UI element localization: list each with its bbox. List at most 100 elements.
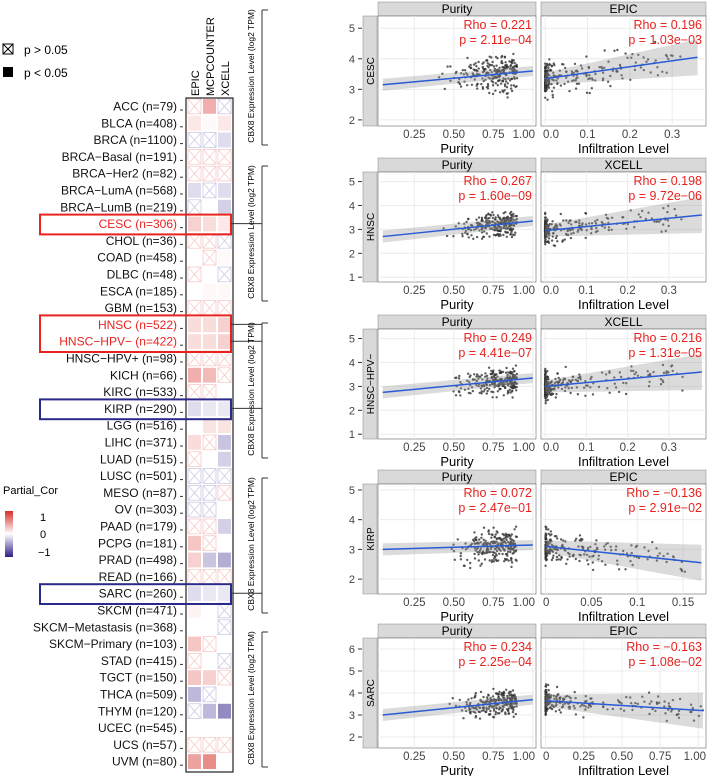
scatter-point — [551, 93, 554, 97]
scatter-point — [491, 695, 495, 698]
scatter-point — [584, 380, 587, 383]
scatter-point — [667, 224, 670, 228]
scatter-point — [475, 536, 478, 539]
scatter-point — [480, 223, 483, 226]
scatter-point — [469, 544, 472, 547]
scatter-point — [557, 386, 560, 389]
scatter-point — [510, 385, 513, 389]
scatter-point — [656, 66, 659, 69]
scatter-point — [465, 220, 468, 224]
scatter-point — [513, 61, 516, 65]
scatter-point — [613, 376, 616, 379]
scatter-point — [459, 72, 463, 75]
scatter-point — [496, 57, 499, 60]
scatter-point — [568, 89, 571, 93]
scatter-point — [637, 53, 640, 56]
scatter-point — [667, 57, 670, 61]
scatter-point — [506, 383, 509, 386]
scatter-point — [492, 526, 495, 529]
scatter-point — [496, 531, 499, 534]
scatter-point — [480, 384, 483, 387]
scatter-point — [504, 371, 508, 374]
scatter-point — [483, 216, 487, 219]
x-tick-label: 0.50 — [611, 751, 633, 763]
scatter-point — [475, 379, 479, 383]
heatmap-cell — [203, 283, 216, 299]
heatmap-cell — [188, 586, 201, 601]
scatter-point — [547, 64, 550, 67]
heatmap-cell — [218, 334, 231, 349]
panel-strip-label: Purity — [442, 624, 473, 638]
scatter-point — [464, 231, 467, 234]
heatmap-cell — [188, 283, 201, 299]
heatmap-cell — [218, 183, 231, 198]
sig-legend-icon — [3, 67, 13, 77]
scale-tick: 1 — [40, 512, 46, 524]
color-bar — [5, 511, 13, 557]
scatter-point — [445, 234, 449, 238]
heatmap-cell-ns — [187, 703, 202, 719]
scatter-point — [450, 547, 453, 551]
scatter-point — [547, 237, 551, 240]
heatmap-cell-ns — [217, 300, 232, 316]
x-tick-label: 0.25 — [403, 597, 425, 609]
scatter-point — [494, 82, 498, 85]
scatter-point — [512, 84, 516, 87]
scatter-point — [610, 228, 613, 231]
heatmap-cell-ns — [217, 367, 232, 383]
scatter-point — [485, 386, 489, 390]
scatter-point — [572, 231, 575, 235]
regression-line — [382, 70, 533, 86]
heatmap-cell — [218, 216, 231, 232]
heatmap-cell — [188, 535, 201, 551]
scatter-point — [470, 697, 473, 700]
scatter-point — [651, 540, 654, 544]
scatter-point — [508, 534, 511, 537]
scatter-point — [603, 226, 606, 229]
scatter-point — [498, 91, 502, 94]
y-axis-title: CBX8 Expression Level (log2 TPM) — [246, 477, 256, 611]
scatter-point — [548, 234, 551, 237]
row-strip-label: HNSC — [366, 213, 377, 241]
scatter-point — [473, 373, 476, 376]
scatter-point — [544, 690, 547, 694]
scatter-point — [501, 62, 504, 65]
y-tick-label: 5 — [349, 334, 355, 346]
scatter-point — [462, 717, 465, 720]
scatter-point — [471, 224, 474, 227]
scatter-point — [552, 86, 556, 89]
scatter-point — [469, 63, 472, 67]
scatter-point — [499, 221, 502, 224]
scatter-point — [504, 712, 507, 716]
scatter-point — [633, 68, 637, 72]
heatmap-cell — [218, 250, 231, 265]
scatter-point — [515, 372, 519, 376]
scatter-point — [500, 227, 503, 231]
scatter-point — [563, 389, 567, 393]
heatmap-cell-ns — [187, 165, 202, 182]
heatmap-cell — [203, 334, 216, 349]
scatter-point — [467, 372, 470, 375]
y-tick-label: 6 — [349, 644, 355, 656]
scatter-point — [473, 557, 477, 560]
scatter-point — [480, 237, 484, 240]
scatter-point — [544, 532, 547, 535]
scatter-point — [504, 219, 508, 223]
x-tick-label: 0.75 — [482, 751, 504, 763]
scatter-point — [470, 234, 473, 237]
rho-annotation: Rho = 0.072 — [464, 486, 533, 500]
scatter-point — [494, 228, 497, 231]
scale-title: Partial_Cor — [3, 485, 58, 497]
scatter-point — [626, 222, 629, 226]
scatter-point — [551, 90, 554, 93]
heatmap-cell — [188, 401, 201, 417]
heatmap-cell — [188, 619, 201, 635]
scatter-point — [502, 68, 505, 72]
scatter-point — [499, 82, 503, 85]
heatmap-cell — [203, 401, 216, 417]
x-tick-label: 0.05 — [580, 597, 602, 609]
scatter-point — [565, 70, 568, 74]
scatter-point — [544, 367, 547, 371]
row-label: TGCT (n=150) — [100, 671, 177, 685]
panel-strip-label: EPIC — [609, 2, 637, 16]
